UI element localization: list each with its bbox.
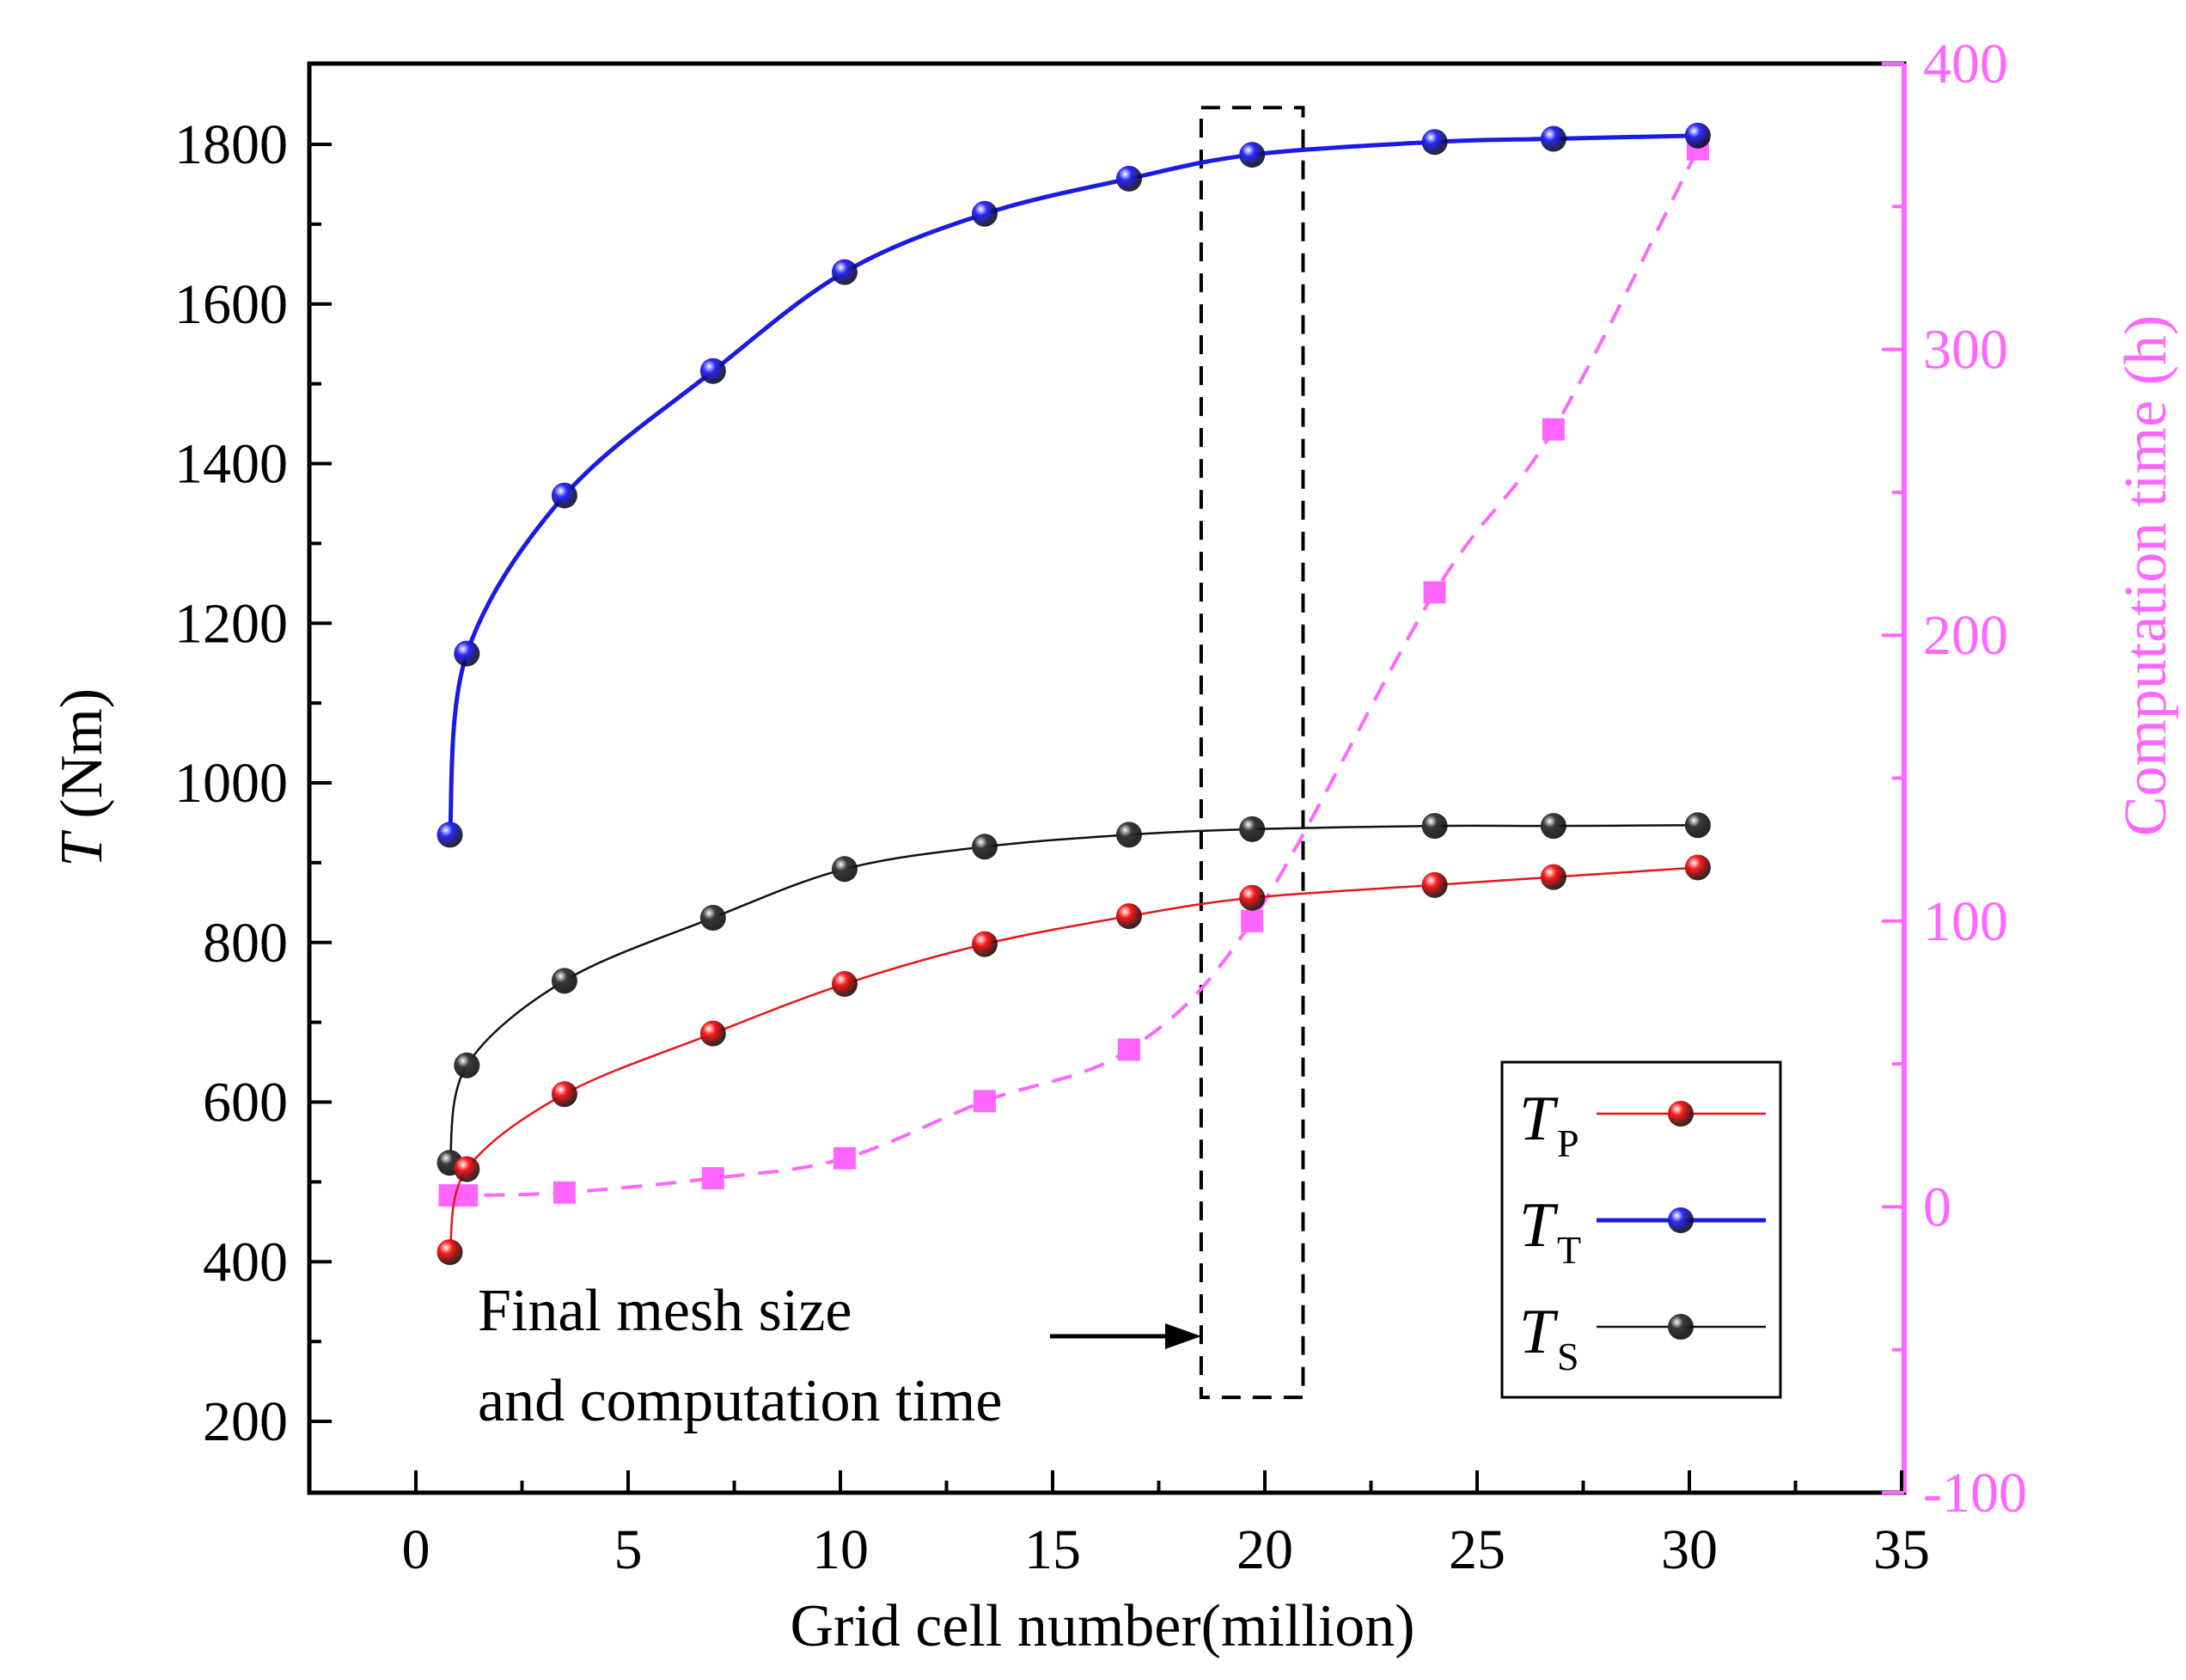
- y2-tick-label: 300: [1923, 319, 2008, 382]
- data-point: [1115, 822, 1142, 848]
- data-point: [551, 482, 577, 509]
- data-point: [454, 640, 480, 667]
- axis-labels: 0 5 10 15 20 25 30 3520040060080010001200140016…: [49, 33, 2179, 1659]
- legend: T PT TT S: [1500, 1060, 1782, 1399]
- data-point: [831, 259, 858, 285]
- legend-label-subscript: S: [1557, 1335, 1579, 1378]
- y-axis-title: T (Nm): [49, 688, 115, 867]
- y2-tick-label: -100: [1923, 1462, 2027, 1524]
- series-computation-time-line: [449, 148, 1700, 1198]
- y-tick-label: 1000: [174, 752, 288, 815]
- data-point: [1684, 854, 1711, 881]
- annotation-text: Final mesh size: [478, 1278, 852, 1344]
- x-tick-label: 10: [812, 1518, 869, 1581]
- series-TP: [437, 854, 1711, 1266]
- data-point: [701, 1167, 724, 1190]
- data-point: [553, 1181, 576, 1204]
- data-point: [1421, 871, 1448, 898]
- data-point: [971, 200, 998, 227]
- series-layer: [437, 122, 1711, 1266]
- legend-marker: [1668, 1314, 1694, 1340]
- data-point: [1540, 813, 1566, 840]
- data-point: [973, 1090, 996, 1113]
- legend-marker: [1668, 1101, 1694, 1127]
- x-tick-label: 15: [1024, 1518, 1081, 1581]
- y-tick-label: 800: [203, 912, 288, 974]
- y-tick-label: 1400: [174, 433, 288, 496]
- data-point: [699, 1020, 726, 1047]
- y-tick-label: 200: [203, 1390, 288, 1453]
- axis-ticks: [309, 62, 1904, 1494]
- data-point: [551, 1081, 577, 1108]
- data-point: [1239, 816, 1266, 842]
- x-tick-label: 30: [1661, 1518, 1718, 1581]
- y2-tick-label: 0: [1923, 1176, 1951, 1238]
- data-point: [551, 968, 577, 994]
- data-point: [1684, 812, 1711, 839]
- legend-label: T: [1519, 1297, 1559, 1367]
- data-point: [1540, 864, 1566, 890]
- x-tick-label: 20: [1236, 1518, 1293, 1581]
- y-tick-label: 1600: [174, 273, 288, 336]
- data-point: [699, 357, 726, 384]
- y2-tick-label: 100: [1923, 890, 2008, 953]
- y2-tick-label: 400: [1923, 33, 2008, 95]
- data-point: [437, 1239, 463, 1266]
- data-point: [1684, 122, 1711, 149]
- data-point: [971, 834, 998, 860]
- x-tick-label: 0: [402, 1518, 430, 1581]
- y2-axis-title: Computation time (h): [2113, 315, 2179, 837]
- y2-tick-label: 200: [1923, 604, 2008, 667]
- series-TS: [437, 812, 1711, 1176]
- legend-label-subscript: T: [1557, 1228, 1581, 1272]
- x-axis-title: Grid cell number(million): [790, 1593, 1414, 1659]
- data-point: [1117, 1038, 1140, 1061]
- series-TT: [437, 122, 1711, 848]
- y-tick-label: 400: [203, 1231, 288, 1293]
- data-point: [1239, 142, 1266, 168]
- legend-label-subscript: P: [1557, 1121, 1579, 1165]
- data-point: [1115, 165, 1142, 192]
- data-point: [1115, 903, 1142, 930]
- legend-box: [1500, 1060, 1782, 1399]
- legend-label: T: [1519, 1190, 1559, 1261]
- data-point: [437, 822, 463, 848]
- data-point: [454, 1156, 480, 1182]
- data-point: [455, 1184, 479, 1207]
- data-point: [833, 1146, 856, 1170]
- y-axis-title-unit: (Nm): [49, 688, 115, 834]
- data-point: [1421, 813, 1448, 840]
- data-point: [831, 856, 858, 883]
- data-point: [1241, 909, 1264, 932]
- data-point: [971, 931, 998, 957]
- y-tick-label: 1800: [174, 113, 288, 176]
- legend-label: T: [1519, 1084, 1559, 1154]
- data-point: [1421, 129, 1448, 156]
- x-tick-label: 5: [614, 1518, 643, 1581]
- annotation-arrow-head: [1165, 1323, 1201, 1349]
- x-tick-label: 35: [1873, 1518, 1930, 1581]
- series-TT-line: [448, 133, 1698, 835]
- data-point: [1423, 581, 1446, 604]
- data-point: [699, 904, 726, 931]
- y-tick-label: 1200: [174, 592, 288, 655]
- y-axis-title-symbol: T: [49, 829, 115, 867]
- final-mesh-dashed-box: [1199, 106, 1305, 1400]
- data-point: [831, 971, 858, 998]
- annotation-text: and computation time: [478, 1368, 1002, 1434]
- y-tick-label: 600: [203, 1072, 288, 1134]
- data-point: [1540, 125, 1566, 152]
- annotation: Final mesh size and computation time: [478, 106, 1305, 1434]
- x-tick-label: 25: [1449, 1518, 1505, 1581]
- series-computation-time: [438, 137, 1709, 1207]
- data-point: [1542, 418, 1565, 441]
- data-point: [1239, 884, 1266, 911]
- legend-marker: [1668, 1207, 1694, 1233]
- data-point: [454, 1052, 480, 1078]
